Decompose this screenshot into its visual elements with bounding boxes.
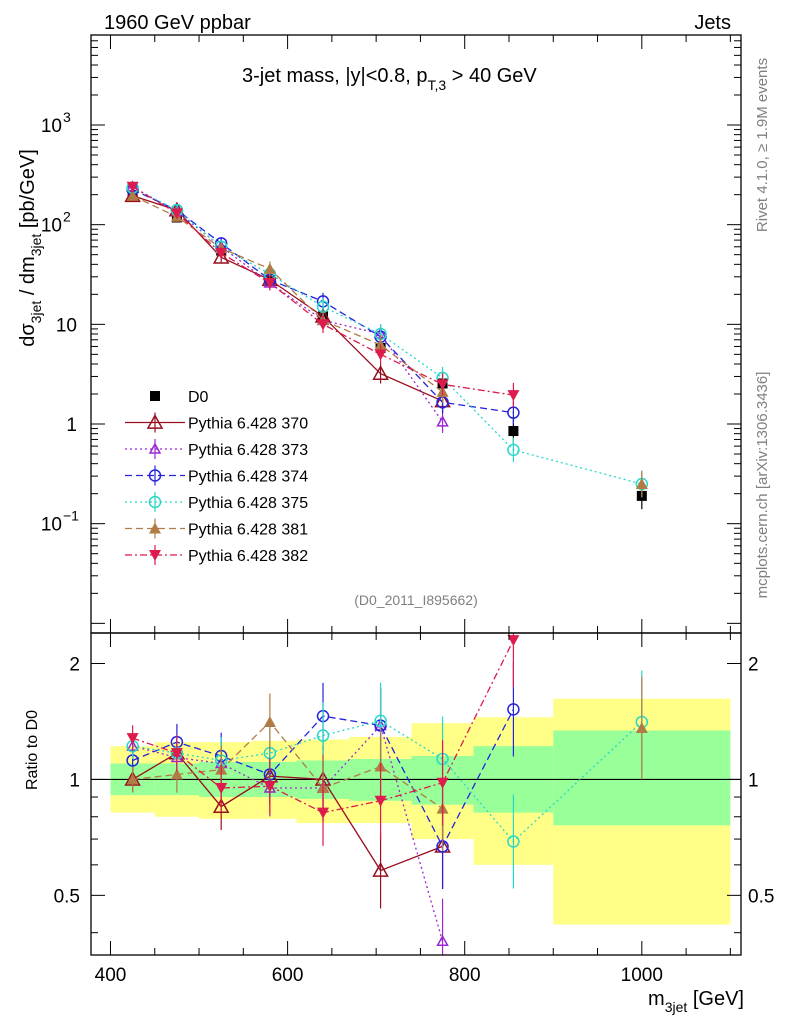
ratio-point-382-5 bbox=[374, 795, 387, 807]
main-point-382-6 bbox=[436, 379, 449, 391]
ratio-ytick-label-left: 0.5 bbox=[54, 886, 80, 907]
main-point-382-2 bbox=[215, 247, 228, 259]
main-point-382-5 bbox=[374, 349, 387, 361]
legend-item-382: Pythia 6.428 382 bbox=[125, 545, 308, 565]
ratio-point-382-1 bbox=[170, 748, 183, 760]
ratio-series-382 bbox=[126, 633, 520, 846]
main-ytick-label: 10 bbox=[56, 315, 77, 336]
main-point-382-1 bbox=[170, 208, 183, 220]
legend-marker-381 bbox=[149, 522, 161, 534]
x-tick-label-800: 800 bbox=[449, 965, 481, 986]
main-point-373-6 bbox=[436, 415, 449, 427]
main-line-374 bbox=[132, 188, 514, 414]
ratio-ylabel: Ratio to D0 bbox=[24, 710, 41, 790]
ratio-point-375-4 bbox=[316, 729, 330, 742]
main-point-D0-7 bbox=[508, 426, 519, 437]
ratio-line-374 bbox=[132, 709, 514, 848]
legend-marker-375 bbox=[148, 495, 162, 509]
ratio-point-373-6 bbox=[436, 934, 449, 946]
main-ytick-exp: 2 bbox=[63, 209, 71, 225]
x-axis-label: m3jet [GeV] bbox=[648, 988, 744, 1015]
ratio-point-382-6 bbox=[436, 777, 449, 789]
main-point-382-3 bbox=[263, 277, 276, 289]
ratio-point-382-3 bbox=[263, 781, 276, 793]
main-line-382 bbox=[132, 186, 514, 396]
main-ytick-label: 10 bbox=[41, 515, 62, 536]
main-ytick-exp: −1 bbox=[63, 508, 79, 524]
analysis-watermark: (D0_2011_I895662) bbox=[354, 592, 478, 608]
legend-label-D0: D0 bbox=[188, 389, 209, 406]
ratio-ytick-label-right: 0.5 bbox=[748, 886, 774, 907]
main-ytick-label: 10 bbox=[41, 216, 62, 237]
legend-item-370: Pythia 6.428 370 bbox=[125, 412, 308, 433]
main-ytick-label: 10 bbox=[41, 116, 62, 137]
main-line-375 bbox=[132, 187, 642, 485]
x-tick-label-1000: 1000 bbox=[621, 965, 663, 986]
main-point-381-3 bbox=[263, 262, 276, 274]
legend-marker-374 bbox=[148, 469, 162, 482]
legend-item-381: Pythia 6.428 381 bbox=[125, 518, 308, 539]
ratio-frame bbox=[90, 632, 742, 956]
ratio-point-370-2 bbox=[212, 798, 230, 813]
legend-item-374: Pythia 6.428 374 bbox=[125, 465, 308, 486]
ratio-point-381-8 bbox=[635, 721, 648, 733]
plot-title: 3-jet mass, |y|<0.8, pT,3 > 40 GeV bbox=[242, 65, 537, 93]
ratio-point-375-5 bbox=[374, 714, 387, 728]
main-point-375-7 bbox=[507, 443, 520, 457]
legend-item-373: Pythia 6.428 373 bbox=[125, 439, 308, 459]
main-point-381-8 bbox=[635, 478, 648, 490]
ratio-point-382-4 bbox=[317, 807, 330, 819]
legend-label-374: Pythia 6.428 374 bbox=[188, 469, 308, 486]
ratio-point-374-7 bbox=[507, 703, 520, 716]
main-series-382 bbox=[126, 181, 520, 408]
legend-marker-382 bbox=[149, 550, 161, 561]
ratio-point-375-7 bbox=[507, 835, 520, 848]
main-series bbox=[124, 180, 649, 510]
legend-label-375: Pythia 6.428 375 bbox=[188, 495, 308, 512]
main-ylabel: dσ3jet / dm3jet [pb/GeV] bbox=[17, 149, 44, 347]
legend-item-375: Pythia 6.428 375 bbox=[125, 492, 308, 512]
legend-label-370: Pythia 6.428 370 bbox=[188, 416, 308, 433]
ratio-ytick-label-right: 2 bbox=[748, 654, 759, 675]
x-tick-label-600: 600 bbox=[272, 965, 304, 986]
legend-marker-370 bbox=[146, 413, 164, 429]
main-point-382-4 bbox=[317, 319, 330, 331]
ratio-line-382 bbox=[132, 639, 514, 814]
legend-marker-373 bbox=[148, 442, 162, 454]
ratio-ytick-label-left: 2 bbox=[69, 654, 80, 675]
main-point-382-0 bbox=[126, 181, 139, 193]
main-point-370-2 bbox=[212, 248, 230, 264]
ratio-point-381-1 bbox=[170, 768, 183, 780]
legend-label-381: Pythia 6.428 381 bbox=[188, 522, 308, 539]
x-tick-label-400: 400 bbox=[95, 965, 127, 986]
legend-item-D0: D0 bbox=[150, 389, 209, 406]
legend-label-382: Pythia 6.428 382 bbox=[188, 548, 308, 565]
main-line-370 bbox=[132, 195, 443, 402]
legend: D0 Pythia 6.428 370 Pythia 6.428 373 Pythia… bbox=[125, 389, 308, 565]
rivet-label: Rivet 4.1.0, ≥ 1.9M events bbox=[754, 58, 771, 232]
main-ytick-label: 1 bbox=[66, 415, 77, 436]
ratio-ytick-label-left: 1 bbox=[69, 770, 80, 791]
ratio-point-370-5 bbox=[372, 861, 389, 877]
ratio-point-381-0 bbox=[126, 773, 139, 785]
legend-marker-D0 bbox=[150, 391, 160, 401]
main-point-370-0 bbox=[124, 187, 141, 203]
ratio-ytick-label-right: 1 bbox=[748, 770, 759, 791]
main-point-381-0 bbox=[126, 189, 139, 201]
ratio-series bbox=[124, 633, 649, 955]
main-frame bbox=[90, 34, 742, 634]
main-ytick-exp: 3 bbox=[63, 109, 71, 125]
main-point-382-7 bbox=[507, 390, 520, 402]
main-point-370-5 bbox=[372, 365, 389, 381]
header-category: Jets bbox=[694, 12, 731, 34]
header-energy: 1960 GeV ppbar bbox=[104, 12, 251, 34]
ratio-point-381-3 bbox=[263, 715, 276, 727]
legend-label-373: Pythia 6.428 373 bbox=[188, 442, 308, 459]
ratio-point-382-2 bbox=[215, 782, 228, 794]
ratio-point-382-0 bbox=[126, 733, 139, 745]
ratio-point-382-7 bbox=[507, 635, 520, 647]
mcplots-label: mcplots.cern.ch [arXiv:1306.3436] bbox=[754, 372, 771, 599]
